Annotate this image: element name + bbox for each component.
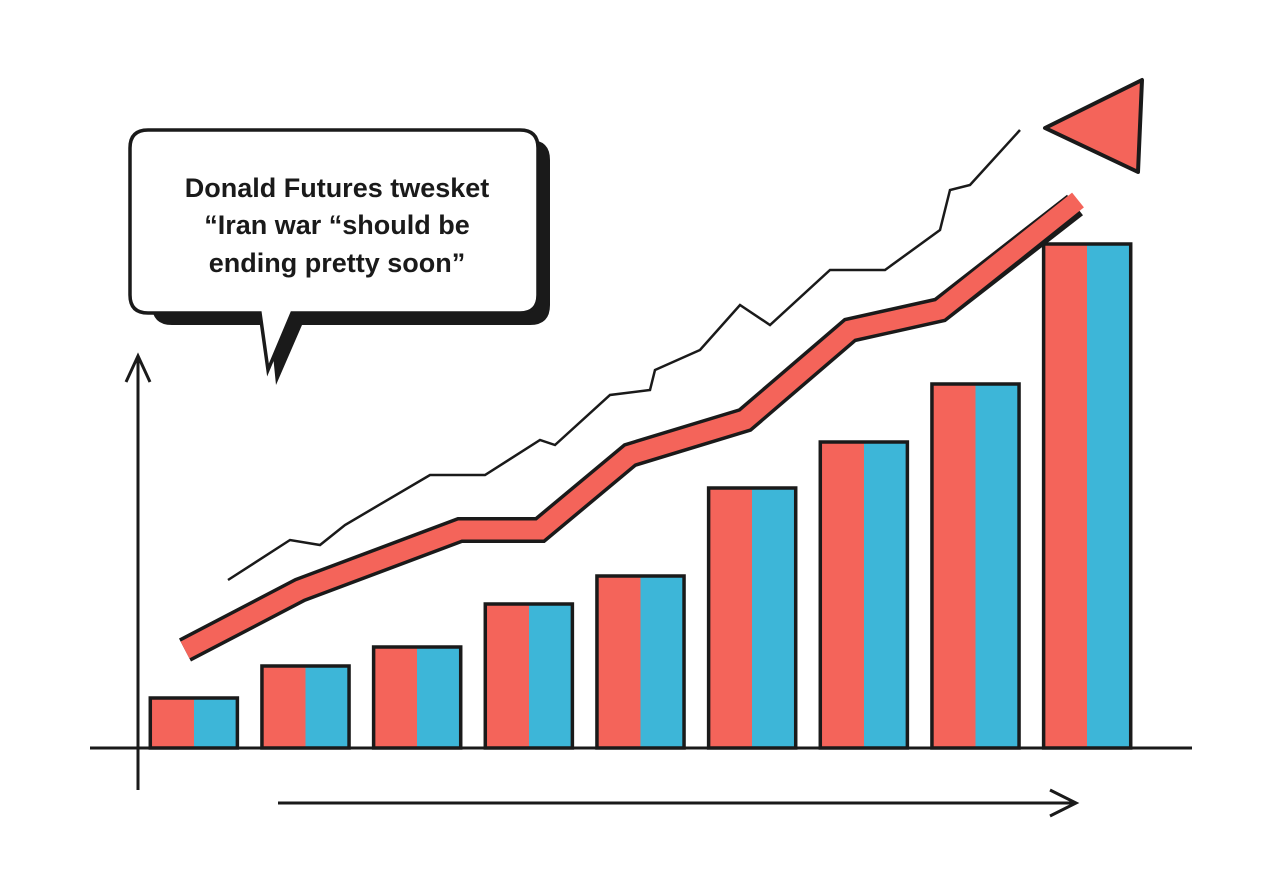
bar — [260, 664, 351, 750]
y-axis-arrowhead — [124, 352, 152, 383]
bar — [706, 486, 798, 750]
bar — [818, 440, 910, 750]
bar — [1041, 242, 1133, 750]
bar — [483, 602, 575, 750]
trend-sketch — [227, 129, 1021, 582]
bars — [148, 242, 1133, 750]
bar — [930, 382, 1021, 750]
bar — [595, 574, 686, 750]
bar — [148, 696, 240, 750]
speech-bubble: Donald Futures twesket “Iran war “should… — [128, 128, 550, 385]
annotation-line: Donald Futures twesket — [185, 173, 490, 203]
annotation-line: ending pretty soon” — [209, 248, 466, 278]
annotation-line: “Iran war “should be — [204, 210, 470, 240]
bar — [371, 645, 463, 750]
trend-arrow — [178, 78, 1144, 662]
x-arrowhead — [1049, 788, 1080, 818]
